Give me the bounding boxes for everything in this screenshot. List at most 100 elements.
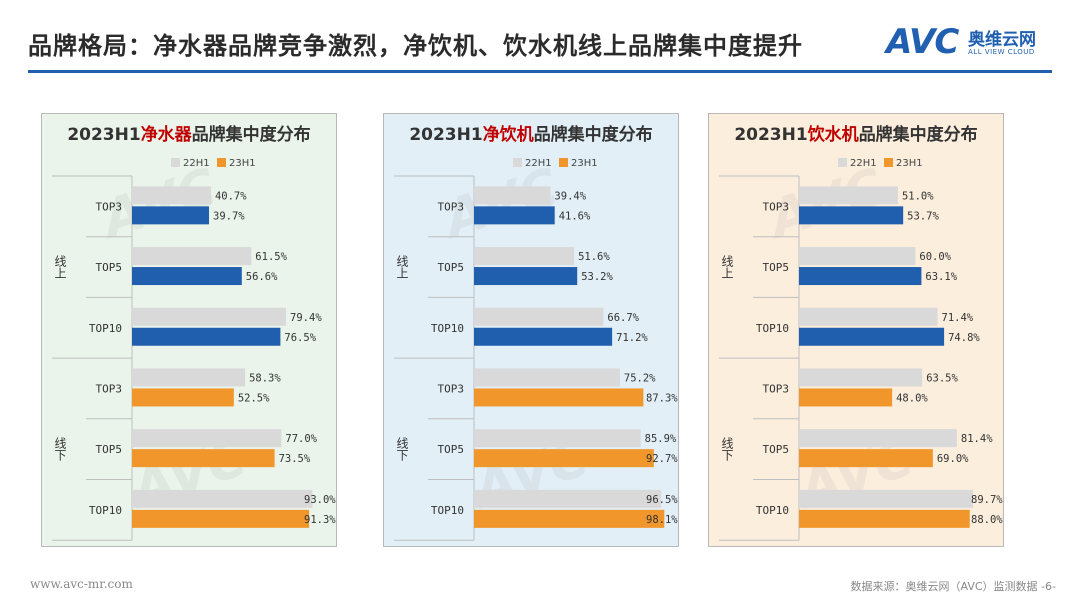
bar-23h1 [132,509,310,528]
legend-item-23h1: 23H1 [884,158,923,169]
bar-23h1 [799,206,904,225]
bar-23h1 [799,388,893,407]
chart-panel-water-dispenser: AVC AVC 2023H1饮水机品牌集中度分布 22H1 23H1 线上线下T… [708,113,1004,547]
chart-panel-drinking-purifier: AVC AVC 2023H1净饮机品牌集中度分布 22H1 23H1 线上线下T… [383,113,679,547]
value-label-23h1: 88.0% [971,514,1003,526]
legend-item-22h1: 22H1 [838,158,877,169]
value-label-23h1: 74.8% [948,332,980,344]
value-label-23h1: 69.0% [937,453,969,465]
category-label: TOP5 [763,443,790,456]
bar-23h1 [132,327,281,346]
group-label: 线上 [720,255,734,279]
bar-23h1 [474,206,555,225]
bar-22h1 [132,186,211,205]
legend-swatch [217,158,226,167]
title-underline [28,70,1052,73]
value-label-22h1: 39.4% [554,190,586,202]
bar-22h1 [799,368,923,387]
value-label-23h1: 39.7% [213,210,245,222]
avc-logo: AVC 奥维云网 ALL VIEW CLOUD [886,22,1054,62]
legend-swatch [171,158,180,167]
bar-22h1 [132,368,246,387]
bar-23h1 [132,206,210,225]
chart-panel-water-purifier: AVC AVC 2023H1净水器品牌集中度分布 22H1 23H1 线上线下T… [41,113,337,547]
bar-22h1 [474,307,604,326]
bar-22h1 [799,186,898,205]
bar-22h1 [474,489,662,508]
chart-title: 2023H1饮水机品牌集中度分布 [734,125,978,145]
page-title: 品牌格局：净水器品牌竞争激烈，净饮机、饮水机线上品牌集中度提升 [28,32,803,60]
logo-english-name: ALL VIEW CLOUD [968,48,1035,56]
bar-22h1 [132,247,252,266]
bar-23h1 [474,267,578,286]
category-label: TOP3 [763,200,790,213]
category-label: TOP10 [89,504,122,517]
category-label: TOP3 [96,200,123,213]
logo-chinese-name: 奥维云网 [968,30,1036,50]
bar-22h1 [799,307,938,326]
value-label-23h1: 41.6% [559,210,591,222]
value-label-22h1: 96.5% [646,494,678,506]
chart-title: 2023H1净水器品牌集中度分布 [67,125,311,145]
value-label-22h1: 51.6% [578,251,610,263]
legend-swatch [513,158,522,167]
chart-legend: 22H1 23H1 [42,158,336,172]
legend-item-23h1: 23H1 [217,158,256,169]
logo-brand-text: AVC [886,22,959,62]
bar-22h1 [474,186,551,205]
value-label-22h1: 60.0% [919,251,951,263]
category-label: TOP5 [438,443,465,456]
data-source: 数据来源：奥维云网（AVC）监测数据 -6- [850,580,1056,593]
category-label: TOP10 [431,322,464,335]
value-label-22h1: 93.0% [304,494,336,506]
value-label-22h1: 66.7% [607,312,639,324]
value-label-23h1: 53.7% [907,210,939,222]
category-label: TOP3 [438,200,465,213]
bar-23h1 [132,449,275,468]
chart-legend: 22H1 23H1 [384,158,678,172]
bar-23h1 [474,388,644,407]
bar-23h1 [132,267,242,286]
group-label: 线下 [395,437,409,461]
value-label-23h1: 56.6% [246,271,278,283]
category-label: TOP5 [96,261,123,274]
value-label-22h1: 79.4% [290,312,322,324]
value-label-22h1: 51.0% [902,190,934,202]
value-label-23h1: 52.5% [238,392,270,404]
category-label: TOP5 [763,261,790,274]
bar-23h1 [474,449,654,468]
value-label-22h1: 85.9% [645,433,677,445]
value-label-22h1: 71.4% [942,312,974,324]
group-label: 线上 [395,255,409,279]
bar-23h1 [799,449,933,468]
value-label-23h1: 87.3% [646,392,678,404]
bar-23h1 [474,327,613,346]
bar-23h1 [132,388,234,407]
category-label: TOP3 [763,382,790,395]
value-label-23h1: 73.5% [279,453,311,465]
bar-22h1 [132,489,313,508]
value-label-23h1: 53.2% [581,271,613,283]
legend-item-22h1: 22H1 [513,158,552,169]
bar-22h1 [799,247,916,266]
category-label: TOP3 [96,382,123,395]
chart-title: 2023H1净饮机品牌集中度分布 [409,125,653,145]
legend-item-23h1: 23H1 [559,158,598,169]
category-label: TOP3 [438,382,465,395]
bar-23h1 [474,509,665,528]
bar-22h1 [799,489,974,508]
bar-23h1 [799,509,970,528]
legend-swatch [559,158,568,167]
value-label-22h1: 89.7% [971,494,1003,506]
value-label-23h1: 98.1% [646,514,678,526]
value-label-22h1: 58.3% [249,372,281,384]
bar-22h1 [132,429,282,448]
group-label: 线下 [720,437,734,461]
value-label-23h1: 92.7% [646,453,678,465]
legend-item-22h1: 22H1 [171,158,210,169]
category-label: TOP5 [96,443,123,456]
bar-22h1 [799,429,957,448]
bar-22h1 [474,247,575,266]
